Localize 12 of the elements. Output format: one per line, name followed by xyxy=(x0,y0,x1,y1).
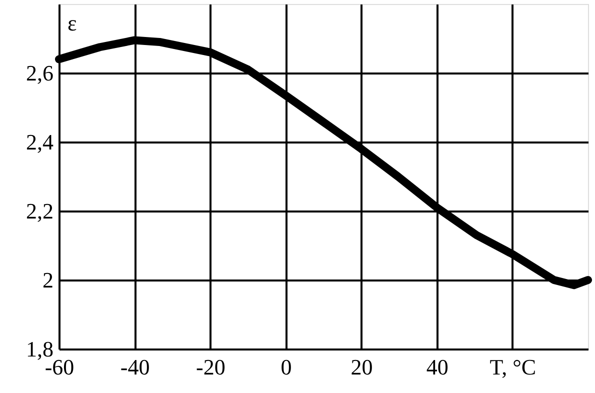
x-tick-label: -40 xyxy=(120,354,150,380)
x-tick-label: 20 xyxy=(350,354,373,380)
x-tick-label: 40 xyxy=(426,354,448,380)
y-tick-label: 2 xyxy=(42,268,54,292)
y-tick-label: 2,2 xyxy=(26,198,54,224)
y-tick-label: 2,6 xyxy=(26,60,54,86)
y-tick-label: 2,4 xyxy=(26,130,54,154)
y-tick-label: 1,8 xyxy=(26,336,54,362)
x-tick-label: T, °C xyxy=(490,354,536,380)
y-axis-title: ε xyxy=(68,10,77,36)
x-tick-label: 0 xyxy=(280,354,292,380)
x-tick-label: -20 xyxy=(196,354,226,380)
